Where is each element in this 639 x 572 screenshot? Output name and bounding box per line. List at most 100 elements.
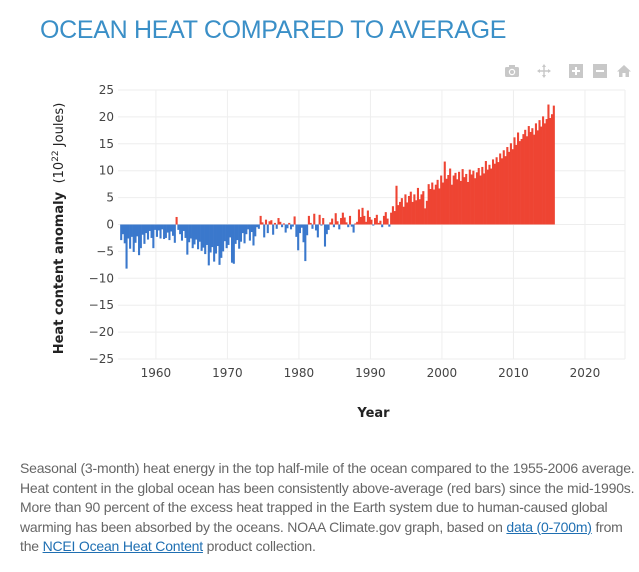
ncei-ocean-heat-content-link[interactable]: NCEI Ocean Heat Content [42, 538, 204, 555]
bar[interactable] [368, 216, 371, 225]
bar[interactable] [495, 157, 498, 225]
bar[interactable] [148, 224, 151, 231]
bar[interactable] [166, 224, 169, 233]
bar[interactable] [302, 224, 305, 243]
bar[interactable] [527, 126, 530, 225]
bar[interactable] [182, 224, 185, 231]
bar[interactable] [397, 205, 400, 225]
bar[interactable] [134, 224, 137, 243]
bar[interactable] [377, 222, 380, 225]
bar[interactable] [263, 224, 266, 238]
bar[interactable] [375, 214, 378, 225]
bar[interactable] [357, 209, 360, 225]
bar[interactable] [288, 222, 291, 225]
bar[interactable] [322, 218, 325, 225]
bar[interactable] [268, 221, 271, 225]
bar[interactable] [454, 172, 457, 225]
bar[interactable] [506, 147, 509, 225]
bar[interactable] [490, 168, 493, 225]
bar[interactable] [270, 220, 273, 225]
bar[interactable] [465, 173, 468, 225]
bar[interactable] [236, 224, 239, 241]
bar[interactable] [422, 191, 425, 225]
bar[interactable] [282, 223, 285, 225]
bar[interactable] [449, 168, 452, 225]
bar[interactable] [399, 201, 402, 225]
bar[interactable] [315, 224, 318, 231]
bar[interactable] [320, 224, 323, 226]
bar[interactable] [279, 221, 282, 225]
bar[interactable] [184, 224, 187, 238]
bar[interactable] [272, 224, 275, 235]
bar[interactable] [331, 218, 334, 225]
bar[interactable] [214, 224, 217, 254]
bar[interactable] [436, 179, 439, 225]
bar[interactable] [136, 224, 139, 237]
bar[interactable] [316, 224, 319, 238]
bar[interactable] [163, 224, 166, 240]
bar[interactable] [515, 144, 518, 225]
bar[interactable] [434, 184, 437, 225]
bar[interactable] [450, 184, 453, 225]
bar[interactable] [309, 222, 312, 225]
bar[interactable] [200, 224, 203, 251]
bar[interactable] [275, 224, 278, 229]
bar[interactable] [352, 224, 355, 233]
bar[interactable] [384, 212, 387, 225]
bar[interactable] [374, 218, 377, 225]
bar[interactable] [146, 224, 150, 240]
bar[interactable] [493, 163, 496, 225]
bar[interactable] [179, 224, 182, 235]
bar[interactable] [420, 194, 423, 225]
bar[interactable] [441, 182, 445, 225]
bar[interactable] [366, 210, 369, 225]
bar[interactable] [486, 169, 489, 225]
bar[interactable] [547, 104, 550, 225]
bar[interactable] [325, 224, 328, 235]
bar[interactable] [542, 116, 545, 225]
bar[interactable] [211, 224, 214, 248]
bar[interactable] [334, 213, 337, 225]
bar[interactable] [472, 170, 475, 225]
bar[interactable] [447, 175, 450, 225]
bar[interactable] [518, 141, 521, 225]
data-link[interactable]: data (0-700m) [506, 518, 592, 535]
bar[interactable] [411, 201, 414, 225]
bar[interactable] [177, 224, 180, 230]
bar[interactable] [229, 224, 232, 238]
bar[interactable] [247, 224, 250, 230]
bar[interactable] [295, 224, 298, 237]
bar[interactable] [230, 224, 234, 263]
bar[interactable] [125, 224, 128, 269]
bar[interactable] [483, 173, 486, 225]
bar[interactable] [509, 143, 512, 225]
bar[interactable] [197, 224, 200, 250]
bar[interactable] [479, 175, 482, 225]
bar[interactable] [141, 224, 144, 235]
bar[interactable] [341, 212, 344, 225]
bar[interactable] [284, 224, 287, 233]
bar[interactable] [307, 215, 310, 225]
bar[interactable] [300, 224, 303, 228]
bar[interactable] [499, 153, 502, 225]
bar[interactable] [407, 195, 411, 225]
bar[interactable] [395, 185, 398, 225]
bar[interactable] [345, 222, 348, 225]
bar[interactable] [120, 224, 123, 241]
bar[interactable] [382, 215, 386, 225]
bar[interactable] [225, 224, 228, 249]
bar[interactable] [433, 189, 436, 225]
bar[interactable] [359, 216, 362, 225]
bar[interactable] [370, 219, 373, 225]
bar[interactable] [452, 175, 455, 225]
bar[interactable] [306, 224, 309, 236]
bar[interactable] [538, 120, 541, 225]
bar[interactable] [550, 114, 554, 225]
bar[interactable] [356, 221, 359, 225]
bar[interactable] [552, 105, 555, 225]
bar[interactable] [484, 161, 487, 225]
bar[interactable] [256, 224, 259, 228]
bar[interactable] [186, 224, 189, 255]
bar[interactable] [427, 184, 430, 225]
bar[interactable] [150, 224, 153, 238]
